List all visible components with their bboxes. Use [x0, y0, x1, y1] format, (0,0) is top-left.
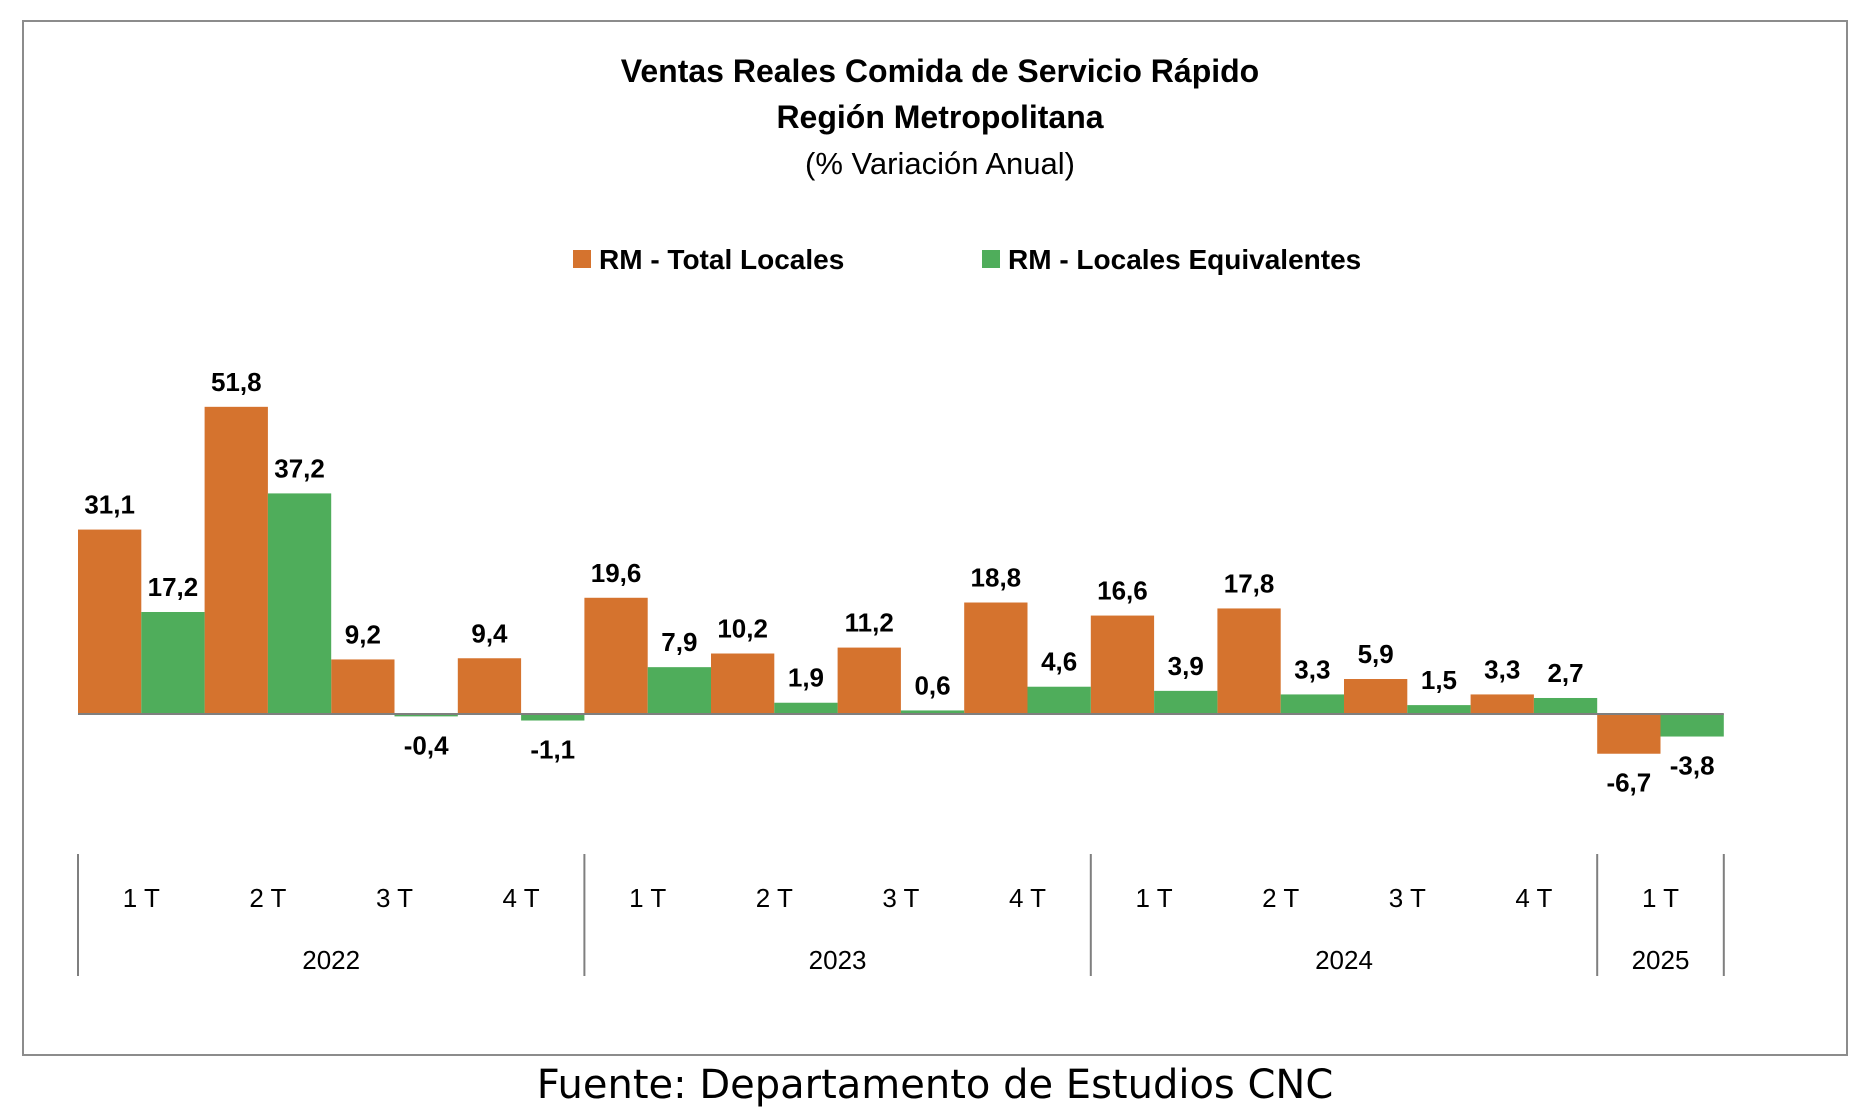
legend-label-total-locales: RM - Total Locales: [599, 244, 844, 275]
bar-series0-2: [331, 659, 395, 714]
source-note: Fuente: Departamento de Estudios CNC: [536, 1062, 1334, 1108]
bar-series0-1: [204, 406, 268, 714]
group-label-3: 2025: [1632, 945, 1690, 975]
bar-series0-9: [1217, 608, 1281, 714]
legend-label-locales-equivalentes: RM - Locales Equivalentes: [1008, 244, 1361, 275]
legend-swatch-locales-equivalentes: [982, 250, 1000, 268]
group-label-2: 2024: [1315, 945, 1373, 975]
bar-series1-1: [267, 493, 332, 714]
data-label-series0-12: -6,7: [1606, 768, 1651, 798]
bar-series1-4: [647, 667, 711, 714]
bar-series1-0: [141, 612, 205, 714]
bar-series1-11: [1533, 697, 1598, 714]
data-label-series0-4: 19,6: [591, 558, 642, 588]
group-label-1: 2023: [809, 945, 867, 975]
bar-series1-2: [394, 714, 458, 717]
data-label-series1-4: 7,9: [661, 627, 697, 657]
data-label-series0-8: 16,6: [1097, 576, 1148, 606]
category-label-10: 3 T: [1389, 883, 1426, 913]
category-label-4: 1 T: [629, 883, 666, 913]
data-label-series1-7: 4,6: [1041, 647, 1077, 677]
data-label-series0-7: 18,8: [971, 563, 1022, 593]
data-label-series1-2: -0,4: [404, 730, 449, 760]
category-label-0: 1 T: [123, 883, 160, 913]
data-label-series1-8: 3,9: [1168, 651, 1204, 681]
data-label-series1-5: 1,9: [788, 663, 824, 693]
bar-series0-4: [584, 597, 648, 714]
data-label-series1-3: -1,1: [530, 735, 575, 765]
data-label-series0-10: 5,9: [1358, 639, 1394, 669]
bar-series1-7: [1027, 686, 1091, 714]
data-labels-layer: 31,1 51,8 9,2 9,4 19,6 10,2 11,2 18,8 16,6 17,8 5,…: [84, 367, 1714, 798]
chart-title: Ventas Reales Comida de Servicio Rápido: [621, 53, 1259, 89]
category-label-7: 4 T: [1009, 883, 1046, 913]
group-label-0: 2022: [302, 945, 360, 975]
legend-swatch-total-locales: [573, 250, 591, 268]
bar-series1-8: [1154, 690, 1218, 714]
category-label-12: 1 T: [1642, 883, 1679, 913]
bar-series0-5: [711, 653, 775, 714]
bar-series1-6: [900, 710, 965, 714]
category-label-1: 2 T: [249, 883, 286, 913]
chart-frame: Ventas Reales Comida de Servicio Rápido …: [22, 20, 1848, 1056]
bar-series1-12: [1660, 714, 1724, 737]
data-label-series1-9: 3,3: [1294, 654, 1330, 684]
data-label-series1-0: 17,2: [148, 572, 199, 602]
bar-series1-10: [1407, 705, 1471, 714]
chart-subtitle-unit: (% Variación Anual): [805, 146, 1075, 181]
data-label-series0-0: 31,1: [84, 490, 135, 520]
data-label-series0-3: 9,4: [471, 618, 508, 648]
data-label-series0-1: 51,8: [211, 367, 262, 397]
category-label-6: 3 T: [882, 883, 919, 913]
data-label-series0-2: 9,2: [345, 619, 381, 649]
bar-series0-8: [1090, 615, 1155, 714]
chart-subtitle-region: Región Metropolitana: [776, 99, 1103, 135]
bar-series1-9: [1280, 694, 1344, 714]
bar-series0-6: [837, 647, 901, 714]
bars-layer: [78, 406, 1724, 754]
data-label-series0-11: 3,3: [1484, 654, 1520, 684]
category-label-3: 4 T: [503, 883, 540, 913]
data-label-series1-10: 1,5: [1421, 665, 1457, 695]
bar-series0-3: [457, 658, 522, 714]
data-label-series1-6: 0,6: [914, 670, 950, 700]
data-label-series1-11: 2,7: [1547, 658, 1583, 688]
bar-series0-11: [1470, 694, 1534, 714]
bar-series0-7: [964, 602, 1028, 714]
category-axis: 1 T 2 T 3 T 4 T 1 T 2 T 3 T 4 T 1 T 2 T 3 T 4 T 1 T 2…: [77, 854, 1725, 976]
bar-series1-3: [521, 714, 585, 721]
data-label-series0-9: 17,8: [1224, 568, 1275, 598]
bar-series0-12: [1597, 714, 1661, 754]
category-label-5: 2 T: [756, 883, 793, 913]
data-label-series1-12: -3,8: [1670, 751, 1715, 781]
category-label-11: 4 T: [1515, 883, 1552, 913]
category-label-9: 2 T: [1262, 883, 1299, 913]
bar-series0-0: [78, 529, 142, 714]
data-label-series1-1: 37,2: [274, 453, 325, 483]
category-label-8: 1 T: [1136, 883, 1173, 913]
legend: RM - Total Locales RM - Locales Equivale…: [573, 244, 1361, 275]
data-label-series0-5: 10,2: [717, 614, 768, 644]
chart-svg: Ventas Reales Comida de Servicio Rápido …: [77, 53, 1725, 976]
data-label-series0-6: 11,2: [845, 608, 894, 638]
category-label-2: 3 T: [376, 883, 413, 913]
bar-series0-10: [1344, 679, 1408, 714]
bar-series1-5: [774, 702, 838, 714]
